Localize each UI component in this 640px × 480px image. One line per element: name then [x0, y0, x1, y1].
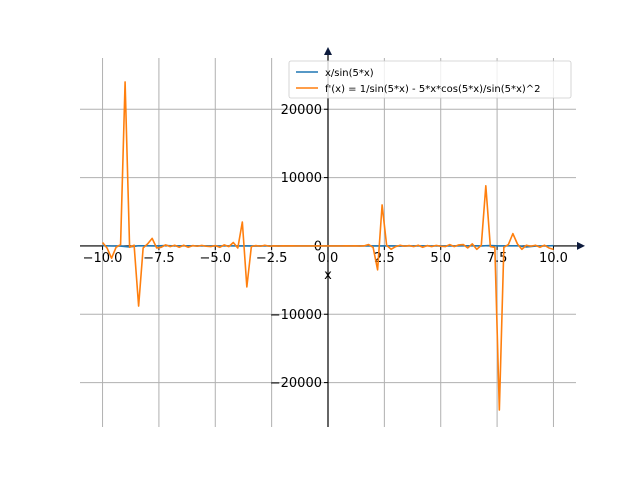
- x-tick-label-4: 0.0: [318, 251, 339, 266]
- x-tick-label-8: 10.0: [539, 251, 568, 266]
- series-line-1: [101, 81, 554, 411]
- legend-box: [288, 60, 572, 99]
- x-axis-label: x: [324, 268, 332, 283]
- y-tick-label-0: −20000: [270, 376, 322, 391]
- series-lines: [101, 81, 554, 411]
- x-tick-label-7: 7.5: [487, 251, 508, 266]
- legend-label-0: x/sin(5*x): [325, 68, 374, 79]
- y-tick-label-2: 0: [314, 239, 322, 254]
- x-tick-label-3: −2.5: [256, 251, 288, 266]
- x-tick-label-6: 5.0: [430, 251, 451, 266]
- y-tick-label-3: 10000: [281, 171, 322, 186]
- x-axis-arrow-icon: [577, 241, 585, 250]
- x-tick-label-0: −10.0: [83, 251, 123, 266]
- x-gridlines: [102, 58, 554, 427]
- y-ticks: −20000 −10000 0 10000 20000: [270, 103, 328, 391]
- y-tick-label-1: −10000: [270, 308, 322, 323]
- legend-label-1: f'(x) = 1/sin(5*x) - 5*x*cos(5*x)/sin(5*…: [325, 84, 541, 95]
- x-tick-label-1: −7.5: [143, 251, 175, 266]
- legend: x/sin(5*x) f'(x) = 1/sin(5*x) - 5*x*cos(…: [288, 60, 572, 99]
- y-tick-label-4: 20000: [281, 103, 322, 118]
- x-tick-label-2: −5.0: [199, 251, 231, 266]
- y-axis-arrow-icon: [324, 47, 332, 55]
